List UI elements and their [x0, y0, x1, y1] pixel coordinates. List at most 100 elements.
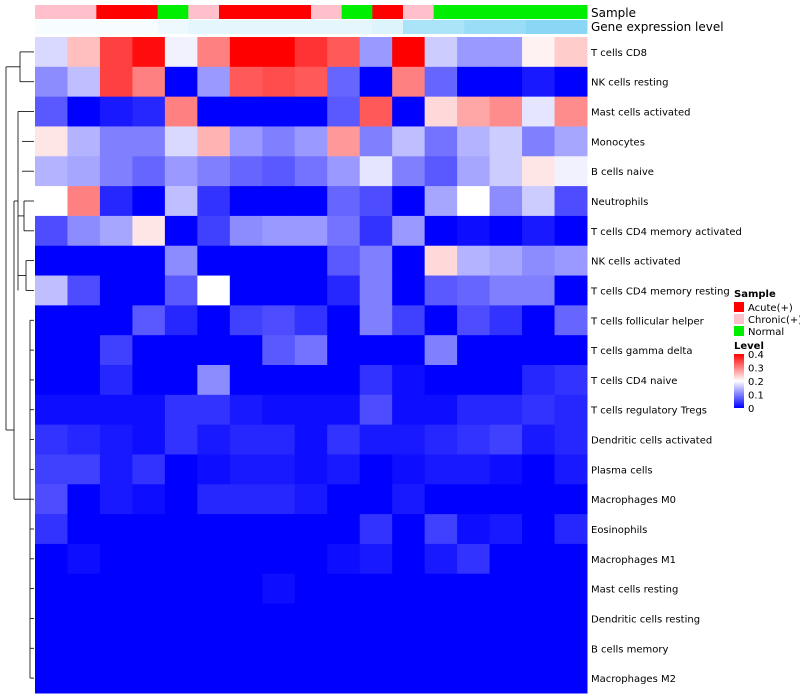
heatmap-cell — [457, 245, 491, 277]
sample-anno-cell — [311, 5, 343, 19]
heatmap-cell — [359, 37, 393, 68]
sample-anno-cell — [219, 5, 251, 19]
expression-anno-cell — [96, 20, 128, 34]
heatmap-cell — [392, 215, 426, 247]
sample-anno-cell — [127, 5, 159, 19]
heatmap-cell — [262, 126, 296, 157]
heatmap-cell — [262, 245, 296, 277]
heatmap-cell — [67, 573, 101, 605]
sample-anno-cell — [372, 5, 404, 19]
heatmap-cell — [99, 543, 133, 575]
expression-anno-cell — [495, 20, 527, 34]
heatmap-cell — [392, 245, 426, 277]
heatmap-cell — [359, 663, 393, 694]
heatmap-cell — [457, 305, 491, 336]
heatmap-cell — [392, 305, 426, 336]
heatmap-cell — [489, 126, 523, 157]
heatmap-cell — [327, 96, 361, 127]
heatmap-cell — [132, 245, 166, 277]
heatmap-cell — [132, 603, 166, 634]
row-label: T cells gamma delta — [590, 346, 692, 357]
sample-anno-cell — [188, 5, 220, 19]
expression-anno-cell — [65, 20, 97, 34]
heatmap-cell — [489, 335, 523, 366]
heatmap-cell — [294, 484, 328, 515]
heatmap-cell — [327, 633, 361, 664]
heatmap-cell — [522, 186, 556, 217]
expression-anno-cell — [127, 20, 159, 34]
heatmap-cell — [424, 573, 458, 605]
sample-legend-label: Chronic(+) — [748, 315, 800, 326]
heatmap-cell — [522, 365, 556, 396]
expression-anno-cell — [157, 20, 189, 34]
heatmap-cell — [262, 543, 296, 575]
heatmap-cell — [132, 96, 166, 127]
sample-anno-cell — [249, 5, 281, 19]
heatmap-cell — [294, 126, 328, 157]
heatmap-cell — [359, 633, 393, 664]
heatmap-cell — [489, 454, 523, 485]
heatmap-cell — [327, 245, 361, 277]
heatmap-cell — [229, 305, 263, 336]
heatmap-cell — [294, 633, 328, 664]
heatmap-cell — [489, 275, 523, 306]
heatmap-cell — [262, 37, 296, 68]
heatmap-cell — [522, 126, 556, 157]
row-label: Dendritic cells resting — [591, 614, 700, 625]
heatmap-cell — [392, 66, 426, 98]
heatmap-cell — [359, 66, 393, 98]
heatmap-cell — [294, 245, 328, 277]
heatmap-cell — [457, 633, 491, 664]
heatmap-cell — [359, 335, 393, 366]
sample-annotation-bar — [35, 5, 588, 19]
heatmap-cell — [327, 305, 361, 336]
heatmap-cell — [554, 543, 588, 575]
heatmap-cell — [99, 305, 133, 336]
heatmap-cell — [392, 663, 426, 694]
heatmap-cell — [424, 186, 458, 217]
heatmap-cell — [392, 484, 426, 515]
heatmap-cell — [294, 305, 328, 336]
heatmap-cell — [197, 156, 231, 187]
heatmap-cell — [327, 573, 361, 605]
heatmap-cell — [554, 335, 588, 366]
heatmap-cell — [229, 633, 263, 664]
heatmap-cell — [229, 424, 263, 455]
row-label: B cells naive — [591, 167, 654, 178]
heatmap-cell — [359, 543, 393, 575]
heatmap-cell — [424, 215, 458, 247]
heatmap-cell — [35, 335, 68, 366]
expression-anno-cell — [372, 20, 404, 34]
heatmap-cell — [522, 305, 556, 336]
expression-anno-cell — [188, 20, 220, 34]
heatmap-cell — [35, 275, 68, 306]
heatmap-cell — [262, 454, 296, 485]
heatmap-cell — [164, 275, 198, 306]
heatmap-cell — [262, 305, 296, 336]
row-label: T cells CD4 memory activated — [590, 227, 742, 238]
level-legend-tick: 0.2 — [748, 377, 764, 388]
heatmap-cell — [554, 424, 588, 455]
heatmap-cell — [522, 156, 556, 187]
heatmap-cell — [327, 603, 361, 634]
heatmap-cell — [35, 245, 68, 277]
heatmap-cell — [67, 126, 101, 157]
heatmap-cell — [67, 633, 101, 664]
heatmap-cell — [197, 245, 231, 277]
heatmap-cell — [392, 454, 426, 485]
heatmap-cell — [327, 335, 361, 366]
heatmap-cell — [197, 37, 231, 68]
heatmap-cell — [327, 186, 361, 217]
heatmap-cell — [424, 633, 458, 664]
heatmap-cell — [554, 186, 588, 217]
heatmap-cell — [294, 514, 328, 545]
heatmap-cell — [262, 484, 296, 515]
heatmap-cell — [327, 156, 361, 187]
heatmap-cell — [164, 66, 198, 98]
sample-anno-cell — [433, 5, 465, 19]
heatmap-cell — [327, 484, 361, 515]
heatmap-cell — [424, 37, 458, 68]
row-label: Macrophages M2 — [591, 674, 676, 685]
heatmap-cell — [99, 37, 133, 68]
